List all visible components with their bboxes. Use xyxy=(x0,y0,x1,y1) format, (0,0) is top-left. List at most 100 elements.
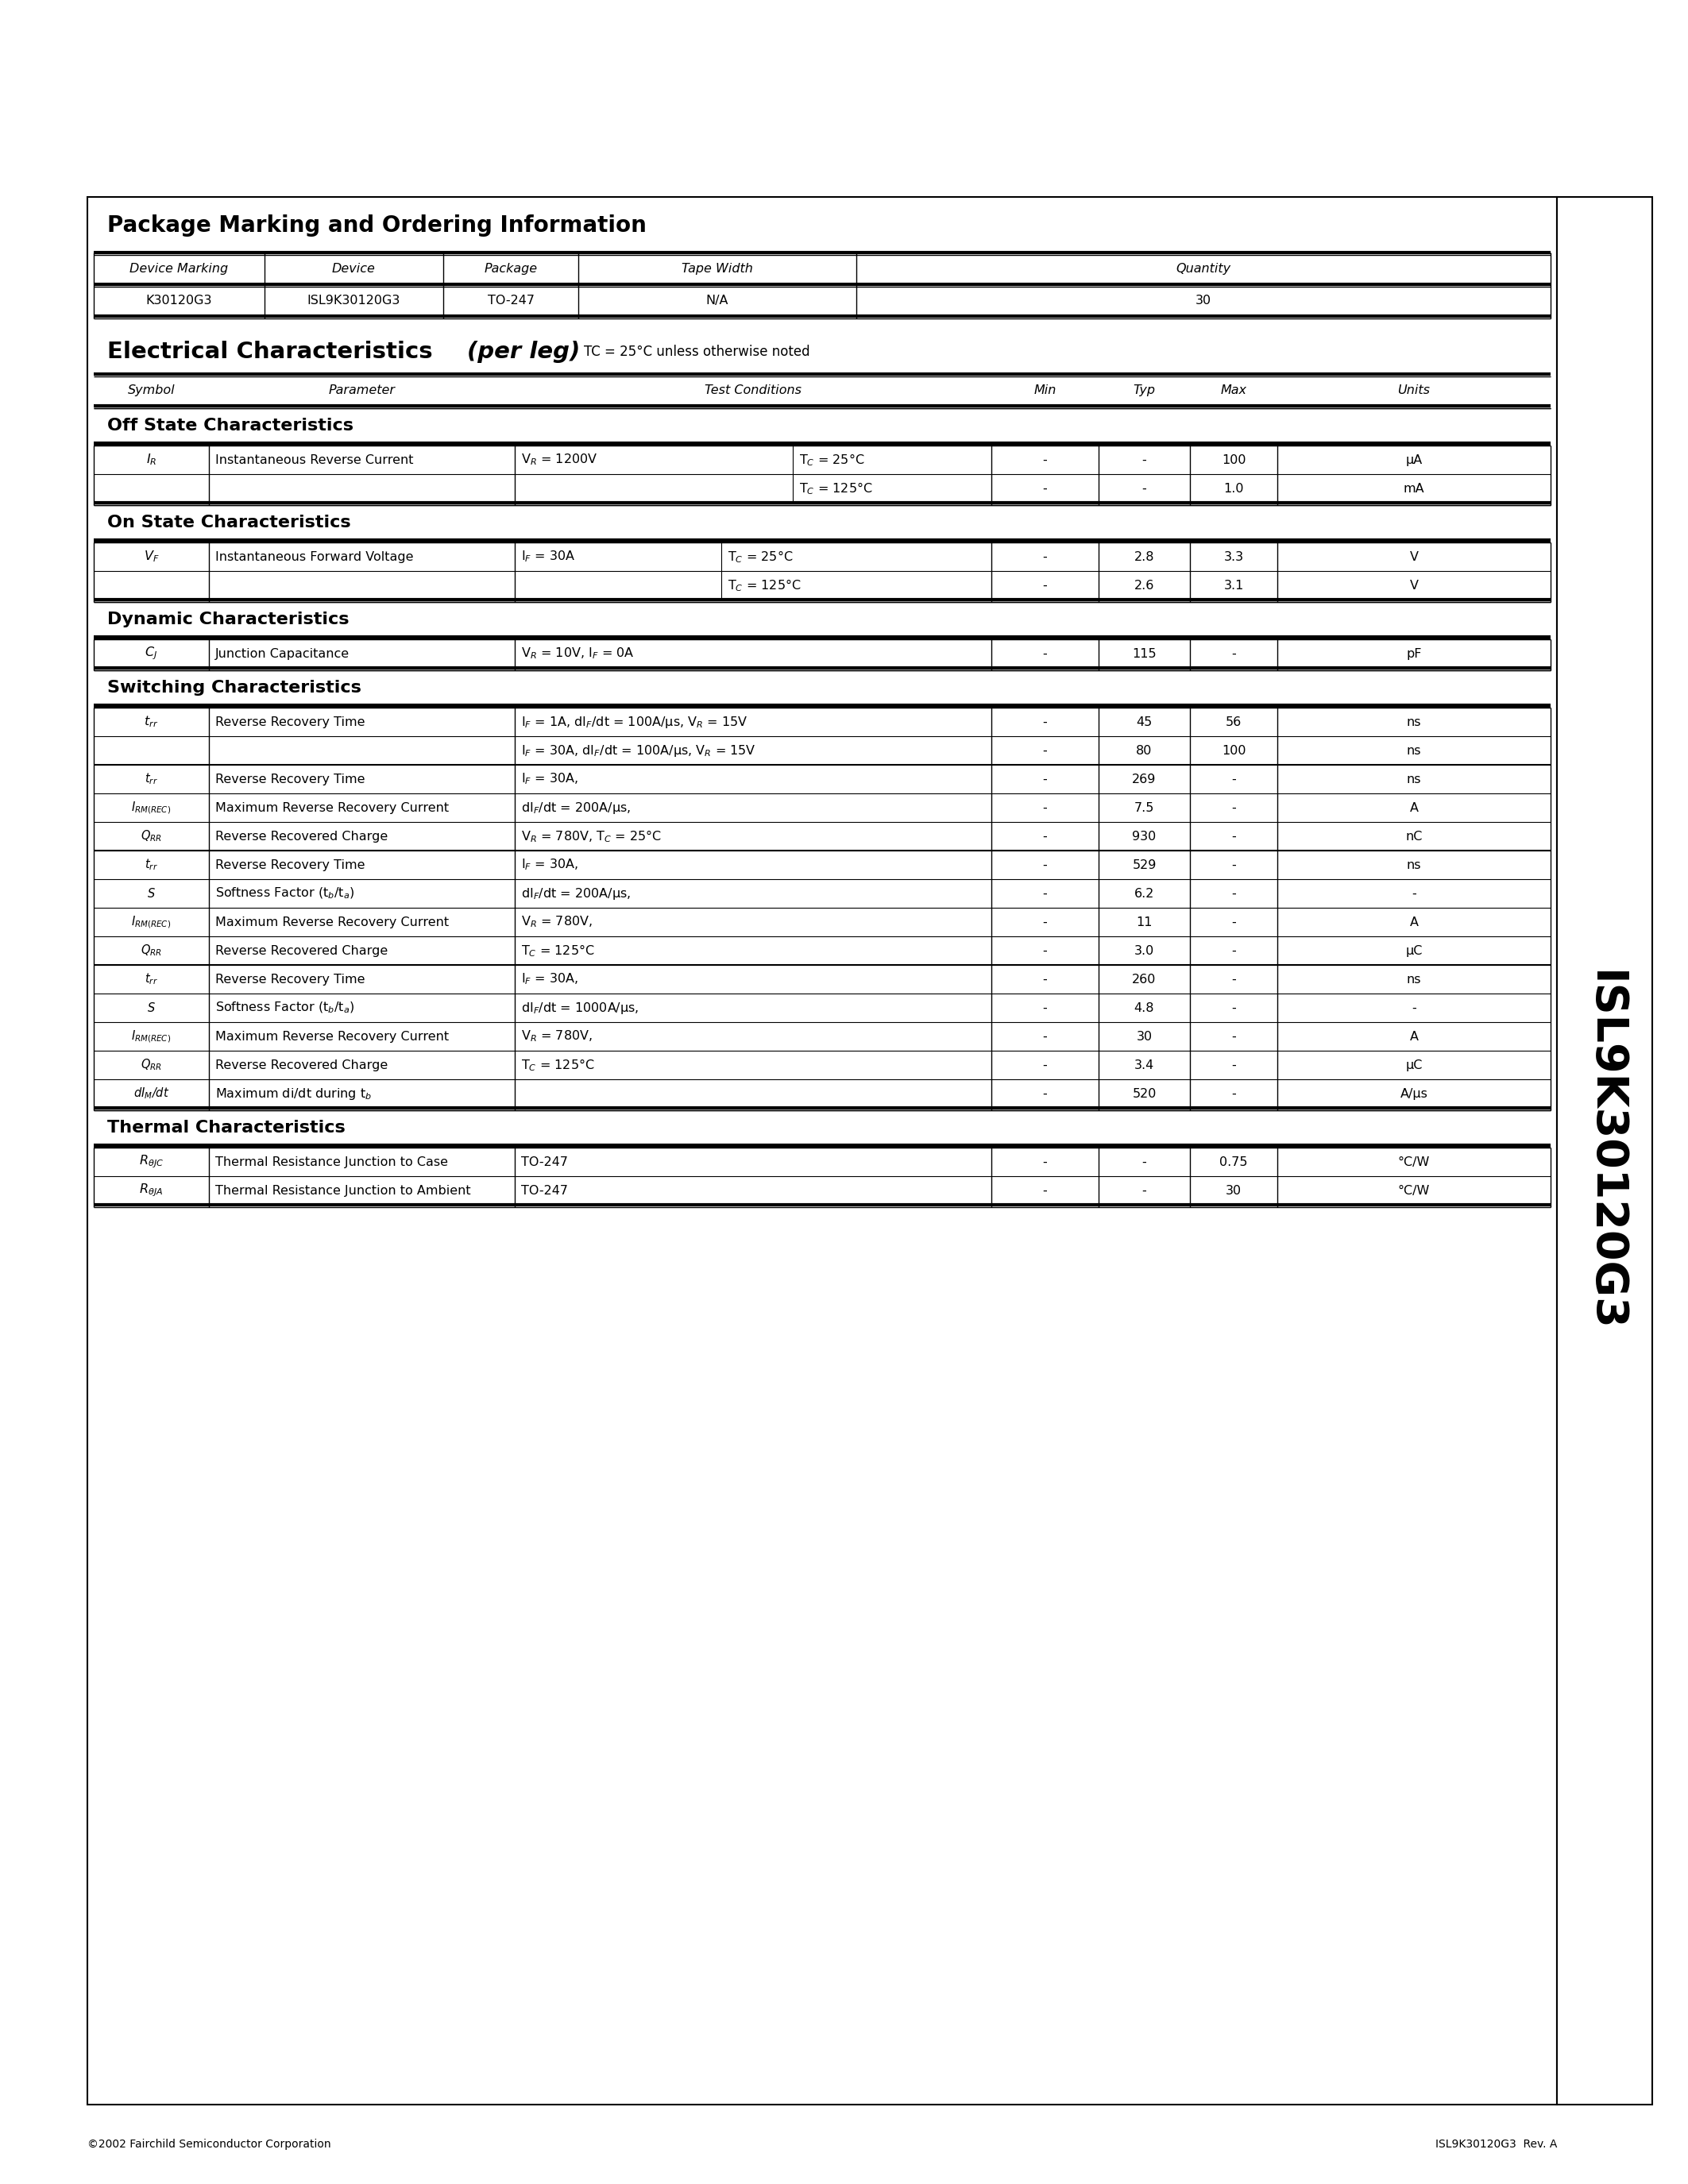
Text: 3.4: 3.4 xyxy=(1134,1059,1155,1070)
Text: Package: Package xyxy=(484,262,537,275)
Text: Symbol: Symbol xyxy=(128,384,176,395)
Text: ISL9K30120G3: ISL9K30120G3 xyxy=(307,295,400,306)
Text: 2.8: 2.8 xyxy=(1134,550,1155,563)
Text: 30: 30 xyxy=(1195,295,1212,306)
Text: 260: 260 xyxy=(1133,974,1156,985)
Text: TO-247: TO-247 xyxy=(488,295,533,306)
Text: T$_C$ = 25°C: T$_C$ = 25°C xyxy=(728,548,793,563)
Text: Q$_{RR}$: Q$_{RR}$ xyxy=(140,1057,162,1072)
Text: 56: 56 xyxy=(1225,716,1242,727)
Text: V: V xyxy=(1409,579,1418,592)
Text: Units: Units xyxy=(1398,384,1430,395)
Text: ns: ns xyxy=(1406,745,1421,756)
Text: -: - xyxy=(1231,649,1236,660)
Text: -: - xyxy=(1231,974,1236,985)
Text: -: - xyxy=(1143,454,1146,465)
Text: Electrical Characteristics: Electrical Characteristics xyxy=(108,341,432,363)
Text: °C/W: °C/W xyxy=(1398,1155,1430,1168)
Text: 3.0: 3.0 xyxy=(1134,946,1155,957)
Text: -: - xyxy=(1231,1031,1236,1042)
Text: T$_C$ = 125°C: T$_C$ = 125°C xyxy=(522,943,594,959)
Text: ISL9K30120G3  Rev. A: ISL9K30120G3 Rev. A xyxy=(1435,2138,1556,2149)
Text: Maximum Reverse Recovery Current: Maximum Reverse Recovery Current xyxy=(216,802,449,815)
Text: mA: mA xyxy=(1403,483,1425,494)
Text: Reverse Recovery Time: Reverse Recovery Time xyxy=(216,773,365,784)
Text: -: - xyxy=(1043,830,1047,843)
Text: Off State Characteristics: Off State Characteristics xyxy=(108,417,353,435)
Text: Instantaneous Forward Voltage: Instantaneous Forward Voltage xyxy=(216,550,414,563)
Text: -: - xyxy=(1043,1088,1047,1099)
Text: V$_R$ = 780V,: V$_R$ = 780V, xyxy=(522,1029,592,1044)
Text: -: - xyxy=(1231,858,1236,871)
Text: ns: ns xyxy=(1406,773,1421,784)
Text: V$_F$: V$_F$ xyxy=(143,550,159,563)
Text: I$_F$ = 30A: I$_F$ = 30A xyxy=(522,550,576,563)
Text: ns: ns xyxy=(1406,858,1421,871)
Text: -: - xyxy=(1043,1031,1047,1042)
Text: Softness Factor (t$_b$/t$_a$): Softness Factor (t$_b$/t$_a$) xyxy=(216,887,354,900)
Bar xyxy=(88,197,1556,2105)
Text: -: - xyxy=(1043,1002,1047,1013)
Text: 3.1: 3.1 xyxy=(1224,579,1244,592)
Text: -: - xyxy=(1043,1184,1047,1197)
Text: -: - xyxy=(1043,745,1047,756)
Text: 100: 100 xyxy=(1222,454,1246,465)
Text: 11: 11 xyxy=(1136,915,1153,928)
Text: 0.75: 0.75 xyxy=(1219,1155,1247,1168)
Text: S: S xyxy=(147,887,155,900)
Text: Reverse Recovered Charge: Reverse Recovered Charge xyxy=(216,1059,388,1070)
Text: Typ: Typ xyxy=(1133,384,1155,395)
Text: Reverse Recovery Time: Reverse Recovery Time xyxy=(216,858,365,871)
Text: -: - xyxy=(1231,1002,1236,1013)
Text: Reverse Recovered Charge: Reverse Recovered Charge xyxy=(216,830,388,843)
Text: TO-247: TO-247 xyxy=(522,1184,567,1197)
Text: S: S xyxy=(147,1002,155,1013)
Text: I$_R$: I$_R$ xyxy=(145,452,157,467)
Text: -: - xyxy=(1043,946,1047,957)
Text: 3.3: 3.3 xyxy=(1224,550,1244,563)
Text: ©2002 Fairchild Semiconductor Corporation: ©2002 Fairchild Semiconductor Corporatio… xyxy=(88,2138,331,2149)
Text: V$_R$ = 780V,: V$_R$ = 780V, xyxy=(522,915,592,930)
Text: -: - xyxy=(1043,579,1047,592)
Text: 30: 30 xyxy=(1136,1031,1153,1042)
Text: Maximum Reverse Recovery Current: Maximum Reverse Recovery Current xyxy=(216,1031,449,1042)
Text: 80: 80 xyxy=(1136,745,1153,756)
Text: -: - xyxy=(1411,1002,1416,1013)
Text: -: - xyxy=(1231,773,1236,784)
Text: T$_C$ = 25°C: T$_C$ = 25°C xyxy=(798,452,864,467)
Text: A: A xyxy=(1409,1031,1418,1042)
Text: V$_R$ = 1200V: V$_R$ = 1200V xyxy=(522,452,598,467)
Text: Parameter: Parameter xyxy=(329,384,395,395)
Text: -: - xyxy=(1231,887,1236,900)
Text: I$_F$ = 1A, dI$_F$/dt = 100A/μs, V$_R$ = 15V: I$_F$ = 1A, dI$_F$/dt = 100A/μs, V$_R$ =… xyxy=(522,714,748,729)
Text: Softness Factor (t$_b$/t$_a$): Softness Factor (t$_b$/t$_a$) xyxy=(216,1000,354,1016)
Text: On State Characteristics: On State Characteristics xyxy=(108,515,351,531)
Text: Maximum Reverse Recovery Current: Maximum Reverse Recovery Current xyxy=(216,915,449,928)
Text: A: A xyxy=(1409,802,1418,815)
Text: Reverse Recovery Time: Reverse Recovery Time xyxy=(216,974,365,985)
Text: dI$_M$/dt: dI$_M$/dt xyxy=(133,1085,169,1101)
Text: 7.5: 7.5 xyxy=(1134,802,1155,815)
Text: Test Conditions: Test Conditions xyxy=(704,384,802,395)
Text: ISL9K30120G3: ISL9K30120G3 xyxy=(1583,970,1626,1332)
Text: Reverse Recovery Time: Reverse Recovery Time xyxy=(216,716,365,727)
Text: 1.0: 1.0 xyxy=(1224,483,1244,494)
Text: -: - xyxy=(1043,802,1047,815)
Text: Quantity: Quantity xyxy=(1177,262,1231,275)
Text: 520: 520 xyxy=(1133,1088,1156,1099)
Text: -: - xyxy=(1043,915,1047,928)
Text: -: - xyxy=(1043,483,1047,494)
Text: N/A: N/A xyxy=(706,295,729,306)
Text: T$_C$ = 125°C: T$_C$ = 125°C xyxy=(522,1057,594,1072)
Text: Thermal Resistance Junction to Ambient: Thermal Resistance Junction to Ambient xyxy=(216,1184,471,1197)
Text: 930: 930 xyxy=(1133,830,1156,843)
Text: °C/W: °C/W xyxy=(1398,1184,1430,1197)
Text: -: - xyxy=(1043,773,1047,784)
Text: -: - xyxy=(1231,1059,1236,1070)
Text: V$_R$ = 780V, T$_C$ = 25°C: V$_R$ = 780V, T$_C$ = 25°C xyxy=(522,828,662,843)
Text: -: - xyxy=(1043,649,1047,660)
Text: A/μs: A/μs xyxy=(1399,1088,1428,1099)
Text: Instantaneous Reverse Current: Instantaneous Reverse Current xyxy=(216,454,414,465)
Text: Junction Capacitance: Junction Capacitance xyxy=(216,649,349,660)
Text: 2.6: 2.6 xyxy=(1134,579,1155,592)
